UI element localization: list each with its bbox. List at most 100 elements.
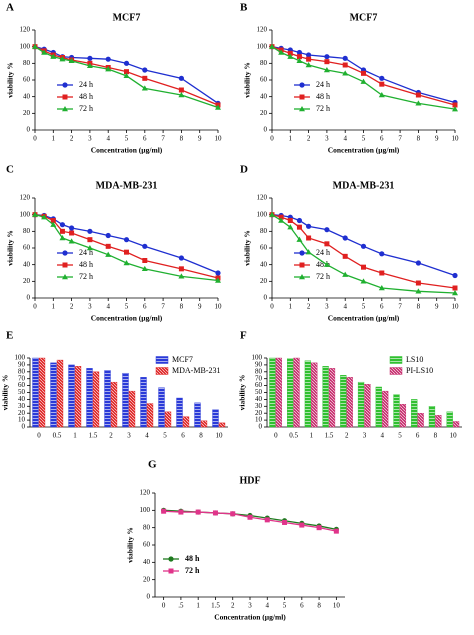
x-tick-label: 2 bbox=[231, 602, 235, 610]
x-axis-label: Concentration (µg/ml) bbox=[214, 613, 286, 622]
y-tick-label: 60 bbox=[260, 244, 268, 252]
bar bbox=[287, 358, 294, 428]
x-tick-label: 1 bbox=[289, 135, 293, 143]
legend-label: 24 h bbox=[316, 80, 330, 89]
y-tick-label: 100 bbox=[257, 42, 268, 50]
marker bbox=[142, 243, 148, 249]
panel-label: D bbox=[240, 164, 248, 176]
marker bbox=[360, 278, 367, 284]
legend-swatch bbox=[389, 356, 403, 364]
y-tick-label: 60 bbox=[18, 381, 26, 389]
marker bbox=[62, 262, 68, 268]
y-tick-label: 80 bbox=[143, 523, 151, 531]
marker bbox=[62, 250, 68, 256]
y-axis-label: viability % bbox=[1, 375, 10, 411]
bar bbox=[311, 362, 318, 428]
bar bbox=[382, 390, 389, 428]
y-tick-label: 80 bbox=[255, 367, 263, 375]
y-axis-label: viability % bbox=[126, 527, 135, 563]
y-tick-label: 100 bbox=[140, 506, 151, 514]
marker bbox=[123, 237, 130, 243]
marker bbox=[316, 525, 322, 531]
x-tick-label: 6 bbox=[300, 602, 304, 610]
marker bbox=[215, 270, 221, 276]
y-tick-label: 80 bbox=[260, 59, 268, 67]
y-tick-label: 40 bbox=[255, 395, 263, 403]
marker bbox=[342, 253, 348, 259]
x-tick-label: 6 bbox=[143, 135, 147, 143]
legend-label: 72 h bbox=[79, 272, 93, 281]
y-axis-label: viability % bbox=[238, 375, 247, 411]
marker bbox=[378, 285, 385, 291]
marker bbox=[361, 70, 366, 76]
x-tick-label: 5 bbox=[362, 303, 366, 311]
x-tick-label: 10 bbox=[452, 135, 460, 143]
y-tick-label: 60 bbox=[23, 76, 31, 84]
marker bbox=[379, 75, 385, 81]
y-tick-label: 60 bbox=[255, 381, 263, 389]
legend-label: 48 h bbox=[79, 260, 93, 269]
marker bbox=[59, 235, 66, 241]
legend-label: 48 h bbox=[316, 260, 330, 269]
bar bbox=[304, 360, 312, 428]
marker bbox=[324, 241, 330, 247]
y-tick-label: 10 bbox=[18, 416, 26, 424]
x-tick-label: 3 bbox=[88, 303, 92, 311]
x-tick-label: 3 bbox=[363, 432, 367, 440]
x-tick-label: 10 bbox=[333, 602, 341, 610]
marker bbox=[168, 556, 174, 562]
y-tick-label: 100 bbox=[257, 210, 268, 218]
marker bbox=[296, 224, 302, 230]
panel-label: A bbox=[6, 2, 14, 14]
marker bbox=[299, 106, 305, 112]
x-tick-label: 0 bbox=[270, 135, 274, 143]
marker bbox=[296, 49, 303, 56]
x-tick-label: 8 bbox=[434, 432, 438, 440]
bar bbox=[452, 421, 460, 428]
marker bbox=[178, 266, 184, 272]
legend-swatch bbox=[389, 367, 403, 375]
marker bbox=[452, 106, 458, 112]
y-tick-label: 50 bbox=[255, 388, 263, 396]
marker bbox=[195, 509, 201, 515]
legend-label: MCF7 bbox=[172, 355, 193, 364]
marker bbox=[50, 53, 57, 59]
marker bbox=[306, 52, 312, 58]
y-tick-label: 20 bbox=[18, 409, 26, 417]
y-tick-label: 20 bbox=[143, 575, 151, 583]
y-tick-label: 80 bbox=[18, 367, 26, 375]
marker bbox=[247, 514, 253, 520]
bar bbox=[68, 364, 75, 428]
marker bbox=[68, 57, 75, 64]
marker bbox=[278, 217, 285, 223]
marker bbox=[141, 265, 148, 272]
chart-title: MCF7 bbox=[113, 12, 141, 23]
marker bbox=[299, 94, 305, 100]
y-tick-label: 50 bbox=[18, 388, 26, 396]
bar bbox=[340, 375, 347, 428]
bar bbox=[328, 368, 336, 428]
marker bbox=[141, 85, 148, 91]
marker bbox=[296, 236, 303, 242]
legend-label: 72 h bbox=[316, 272, 330, 281]
marker bbox=[32, 211, 38, 217]
x-tick-label: 10 bbox=[215, 135, 223, 143]
x-tick-label: 2 bbox=[307, 135, 311, 143]
x-tick-label: 8 bbox=[417, 135, 421, 143]
legend-label: 72 h bbox=[316, 104, 330, 113]
marker bbox=[282, 519, 288, 525]
marker bbox=[324, 59, 330, 65]
marker bbox=[296, 54, 302, 60]
marker bbox=[86, 245, 93, 251]
x-tick-label: 7 bbox=[398, 303, 402, 311]
legend-label: 72 h bbox=[185, 566, 200, 575]
marker bbox=[105, 56, 111, 62]
marker bbox=[360, 78, 367, 84]
x-tick-label: 0 bbox=[270, 303, 274, 311]
marker bbox=[378, 92, 385, 98]
marker bbox=[299, 82, 305, 88]
y-tick-label: 100 bbox=[252, 354, 263, 362]
bar bbox=[182, 416, 190, 428]
bar bbox=[446, 411, 453, 428]
marker bbox=[123, 60, 130, 66]
